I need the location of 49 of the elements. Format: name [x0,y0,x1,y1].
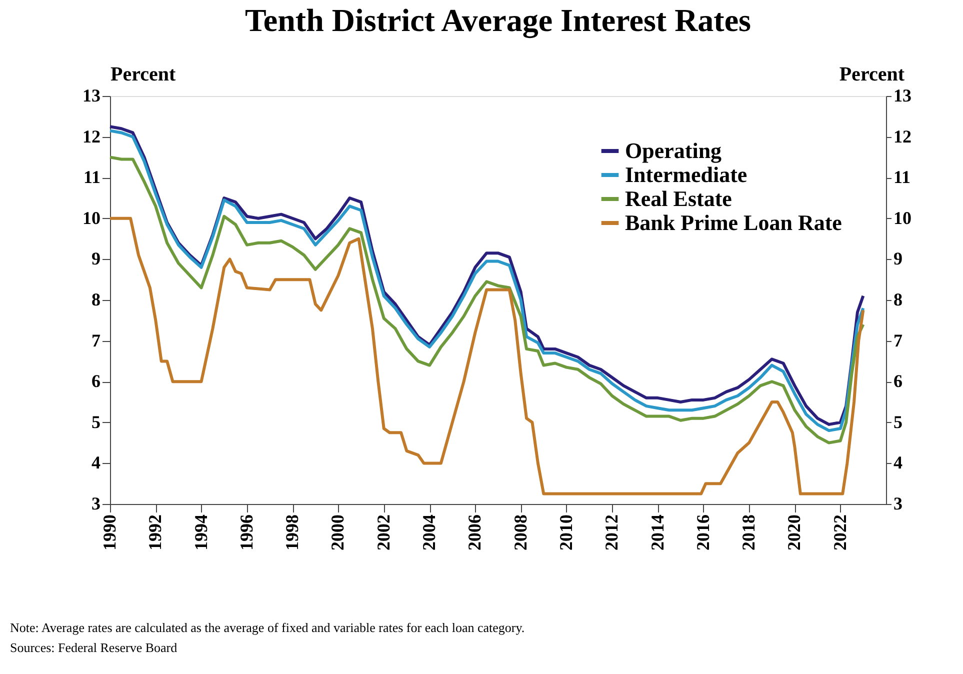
x-tick-label: 1998 [282,514,302,550]
x-tick-label: 1992 [145,514,166,550]
text: Note: Average rates are calculated as the average of fixed and variable rates for each loan category. [10,620,525,635]
x-tick-label: 2020 [784,514,804,550]
y-tick-label: 3 [92,494,100,514]
x-tick-label: 2018 [738,514,759,550]
legend-label: Real Estate [625,186,732,211]
x-tick-label: 2006 [464,514,485,550]
y2-tick-label: 10 [894,208,912,228]
x-tick-label: 2000 [328,514,348,550]
x-tick-label: 2010 [556,514,576,550]
x-tick-label: 2016 [692,514,713,550]
y2-tick-label: 4 [894,452,902,473]
x-tick-label: 1996 [236,514,256,550]
y2-tick-label: 13 [894,86,912,106]
y-tick-label: 4 [92,452,100,473]
x-tick-label: 2002 [373,514,394,550]
source-note: Sources: Federal Reserve Board [10,640,178,655]
y-tick-label: 9 [92,248,100,269]
y2-tick-label: 12 [894,126,912,146]
y2-tick-label: 8 [894,290,902,310]
legend-label: Intermediate [625,162,748,187]
x-tick-label: 2008 [510,514,530,550]
y-tick-label: 13 [82,86,100,106]
y-axis-title: Percent [110,64,176,86]
x-tick-label: 2022 [830,514,850,550]
y-tick-label: 12 [82,126,100,146]
y-tick-label: 7 [92,330,100,350]
y2-tick-label: 7 [894,330,902,350]
legend-label: Operating [625,138,722,163]
y-tick-label: 11 [83,167,100,188]
x-tick-label: 2004 [419,514,440,550]
legend-label: Bank Prime Loan Rate [625,210,842,235]
x-tick-label: 2012 [602,514,622,550]
y2-tick-label: 3 [894,494,902,514]
y-tick-label: 8 [92,290,100,310]
y-tick-label: 5 [92,412,100,432]
y2-tick-label: 6 [894,371,902,392]
y-tick-label: 6 [92,371,100,392]
y-tick-label: 10 [82,208,100,228]
y2-tick-label: 11 [894,167,911,188]
y2-tick-label: 9 [894,248,902,269]
chart-title: Tenth District Average Interest Rates [245,2,751,39]
x-tick-label: 1994 [190,514,211,550]
y2-tick-label: 5 [894,412,902,432]
y2-axis-title: Percent [839,64,905,86]
line-series [108,216,865,496]
x-tick-label: 1990 [100,514,120,550]
x-tick-label: 2014 [647,514,668,550]
